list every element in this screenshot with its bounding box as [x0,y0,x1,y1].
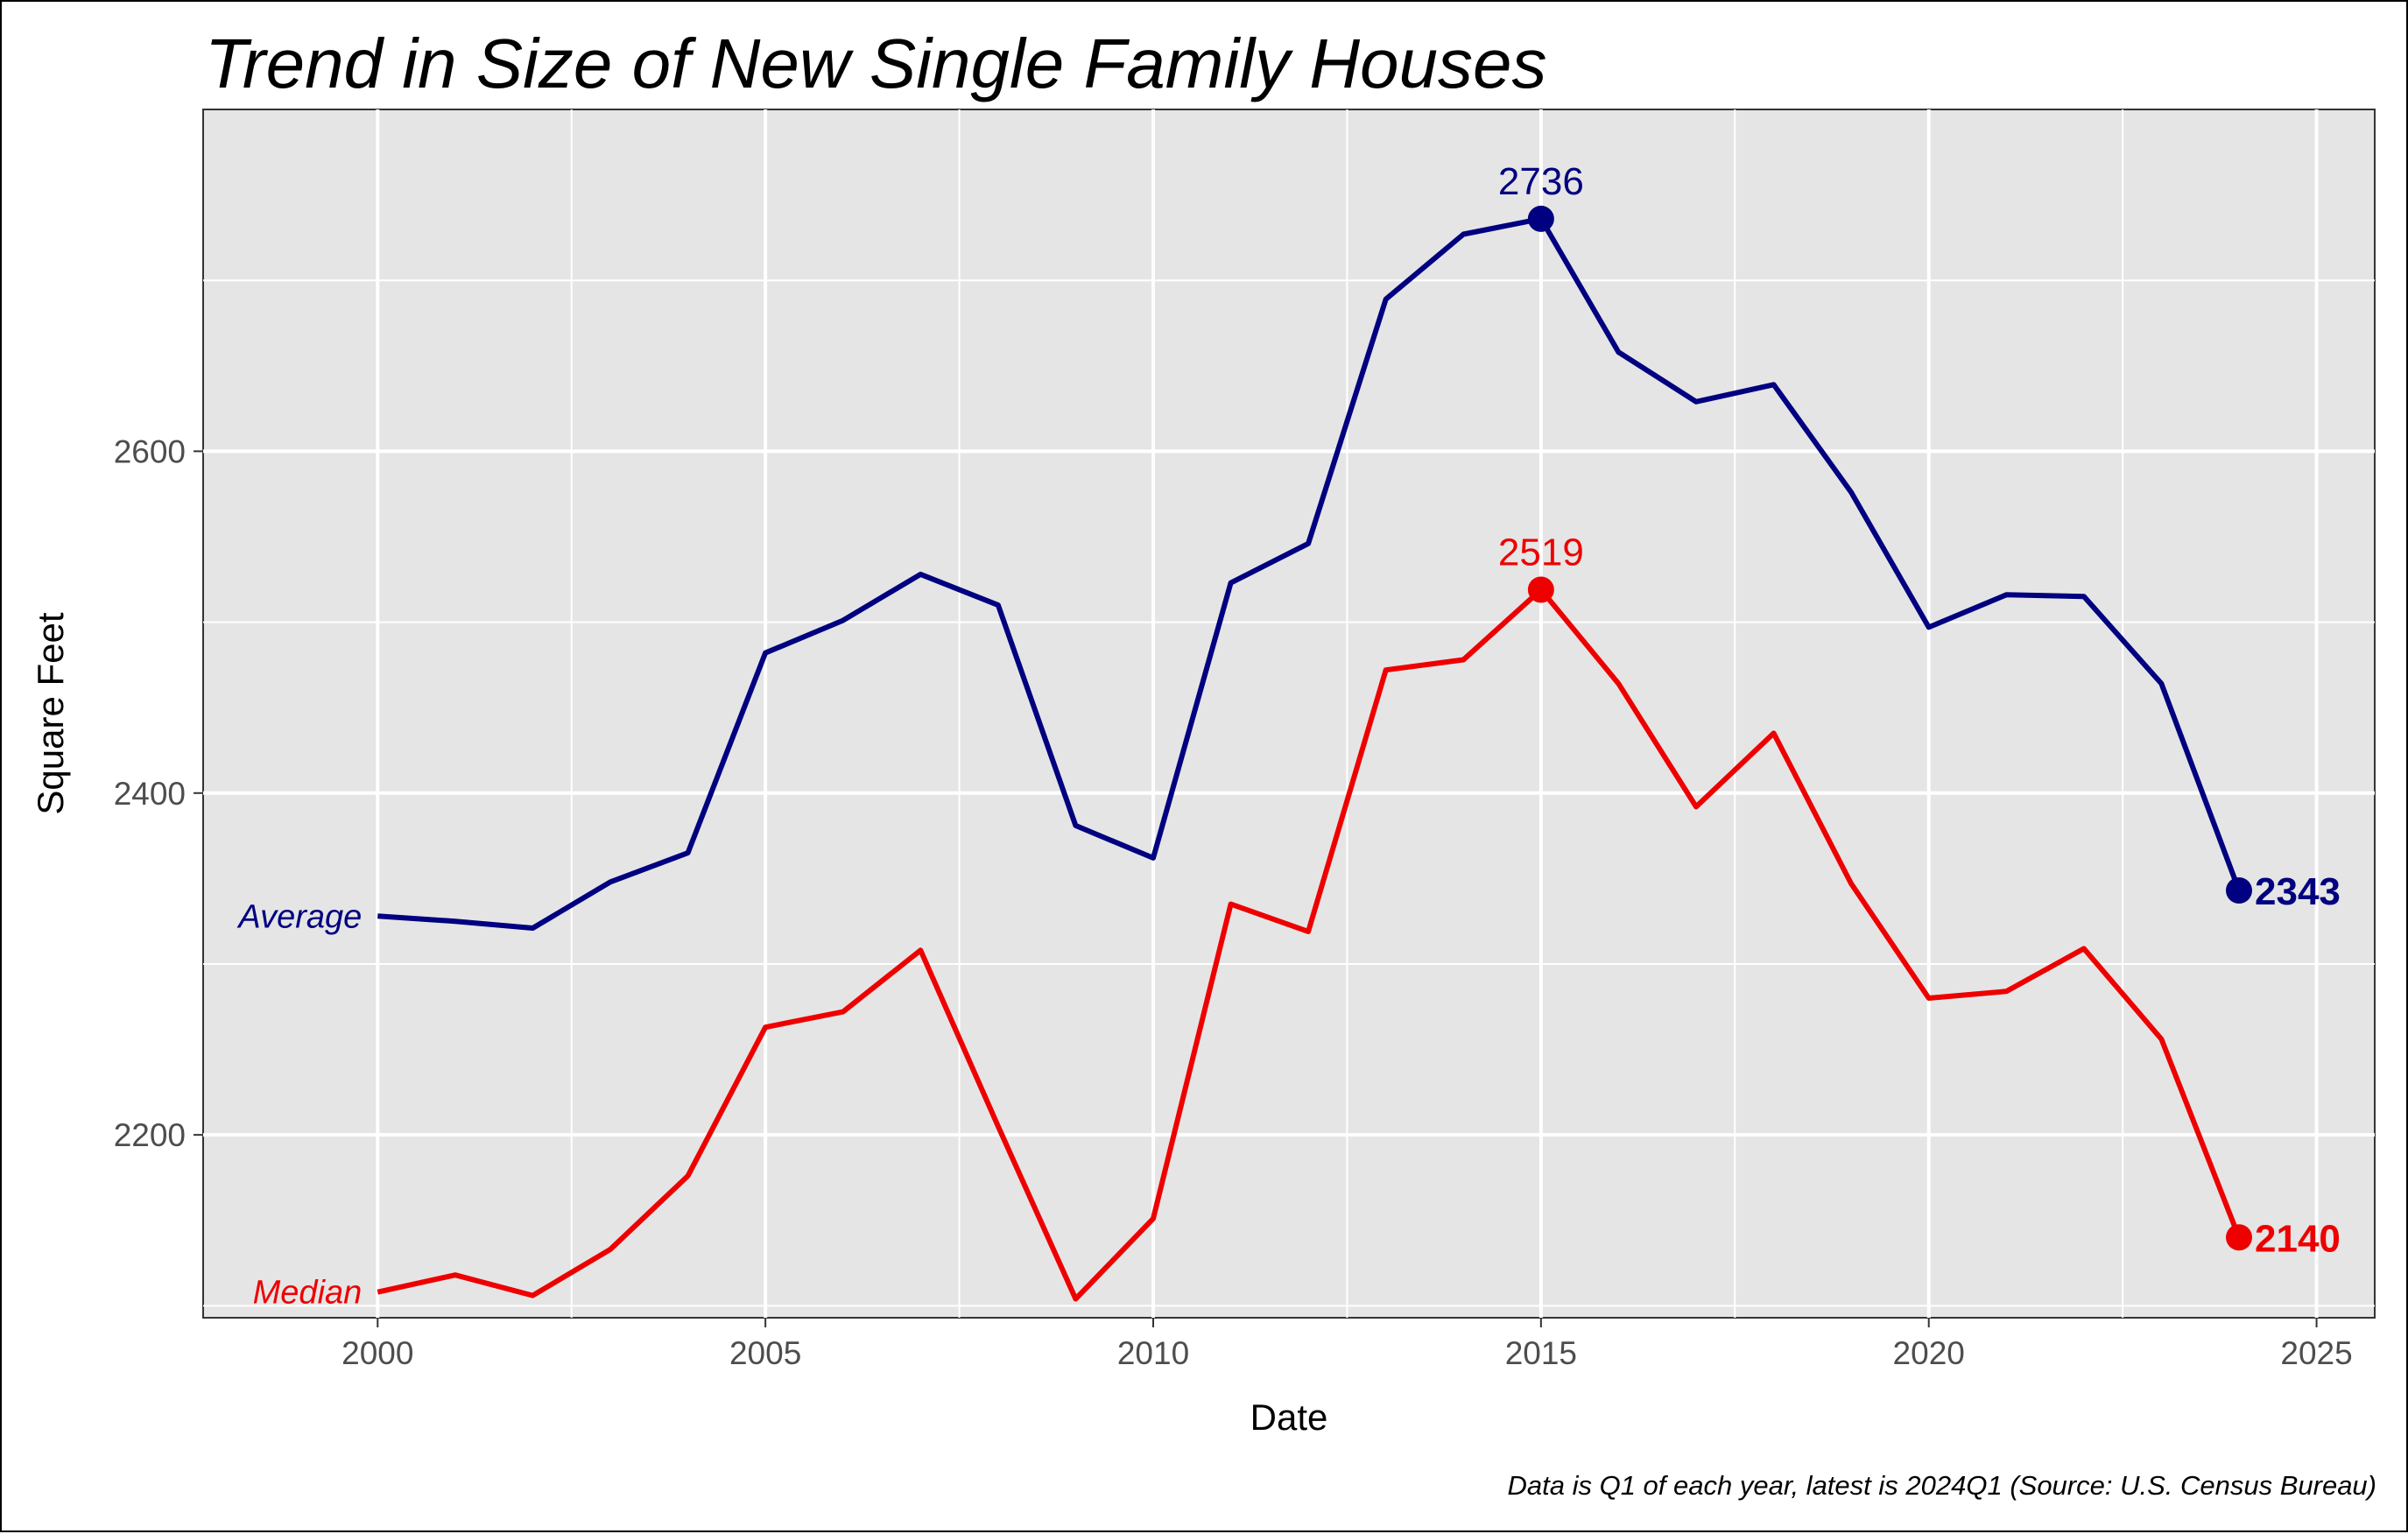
average-series-line [377,215,2242,931]
x-tick-label: 2020 [1893,1335,1965,1371]
average-peak-label: 2736 [1498,160,1584,203]
average-peak-point [1527,205,1554,232]
average-series-label: Average [236,898,362,935]
y-tick-label: 2600 [114,433,186,469]
median-series-line [377,587,2242,1302]
median-series-label: Median [253,1275,363,1312]
median-last-point [2226,1224,2252,1251]
y-axis-title: Square Feet [30,612,71,814]
median-peak-label: 2519 [1498,531,1584,573]
x-tick-label: 2015 [1505,1335,1577,1371]
x-tick-label: 2010 [1117,1335,1189,1371]
average-last-label: 2343 [2255,870,2341,913]
x-tick-label: 2005 [729,1335,801,1371]
axis-ticks: 2000 2005 2010 2015 2020 2025 2200 2400 2600 [114,433,2353,1371]
series-lines [377,215,2242,1302]
plot-panel [202,109,2376,1319]
grid-lines [203,109,2375,1318]
chart-title: Trend in Size of New Single Family House… [205,25,1546,102]
chart-caption: Data is Q1 of each year, latest is 2024Q… [1508,1470,2377,1501]
x-axis-title: Date [1250,1397,1328,1438]
y-tick-label: 2200 [114,1117,186,1153]
x-tick-label: 2000 [341,1335,413,1371]
y-tick-label: 2400 [114,776,186,812]
series-labels: Average 2736 2343 Median 2519 2140 [236,160,2340,1312]
x-tick-label: 2025 [2280,1335,2352,1371]
median-last-label: 2140 [2255,1217,2341,1260]
median-peak-point [1527,576,1554,603]
average-last-point [2226,877,2252,904]
